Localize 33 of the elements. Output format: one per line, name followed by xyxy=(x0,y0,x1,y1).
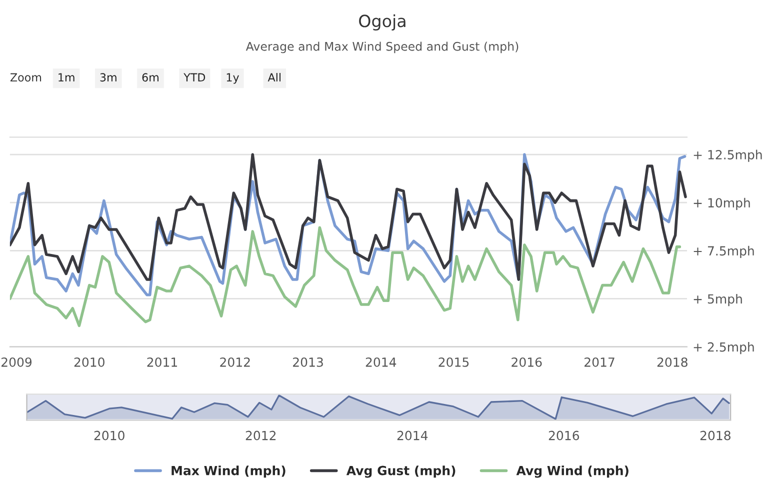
x-tick-label: 2017 xyxy=(584,357,614,367)
chart-subtitle: Average and Max Wind Speed and Gust (mph) xyxy=(246,42,518,54)
text: YTD xyxy=(184,73,206,82)
x-tick-label: 2018 xyxy=(657,357,688,367)
chart-title: Ogoja xyxy=(359,14,406,31)
text: 3m xyxy=(100,73,116,82)
x-tick-label: 2015 xyxy=(438,357,469,367)
y-tick-label: + 5mph xyxy=(694,294,742,306)
y-tick-label: + 12.5mph xyxy=(694,150,762,162)
y-tick-label: + 2.5mph xyxy=(694,342,754,354)
legend-label: Max Wind (mph) xyxy=(172,466,286,478)
x-tick-label: 2016 xyxy=(512,357,542,367)
x-tick-label: 2013 xyxy=(293,357,323,367)
x-tick-label: 2012 xyxy=(220,357,250,367)
x-tick-label: 2016 xyxy=(548,430,580,440)
text: Zoom xyxy=(10,73,42,82)
x-tick-label: 2012 xyxy=(246,430,276,440)
text: 6m xyxy=(142,73,158,82)
legend-label: Avg Gust (mph) xyxy=(346,466,456,478)
text: 1y xyxy=(226,73,239,84)
x-tick-label: 2018 xyxy=(700,430,730,440)
x-tick-label: 2010 xyxy=(94,430,124,440)
x-tick-label: 2010 xyxy=(74,357,104,367)
x-tick-label: 2009 xyxy=(2,357,32,367)
line-series xyxy=(10,226,682,328)
legend-label: Avg Wind (mph) xyxy=(516,466,628,478)
x-tick-label: 2014 xyxy=(366,357,396,367)
x-tick-label: 2011 xyxy=(147,357,178,367)
text: All xyxy=(268,72,280,82)
y-tick-label: + 10mph xyxy=(694,198,750,210)
x-tick-label: 2014 xyxy=(397,430,428,440)
text: 1m xyxy=(58,73,74,82)
y-tick-label: + 7.5mph xyxy=(694,246,754,258)
